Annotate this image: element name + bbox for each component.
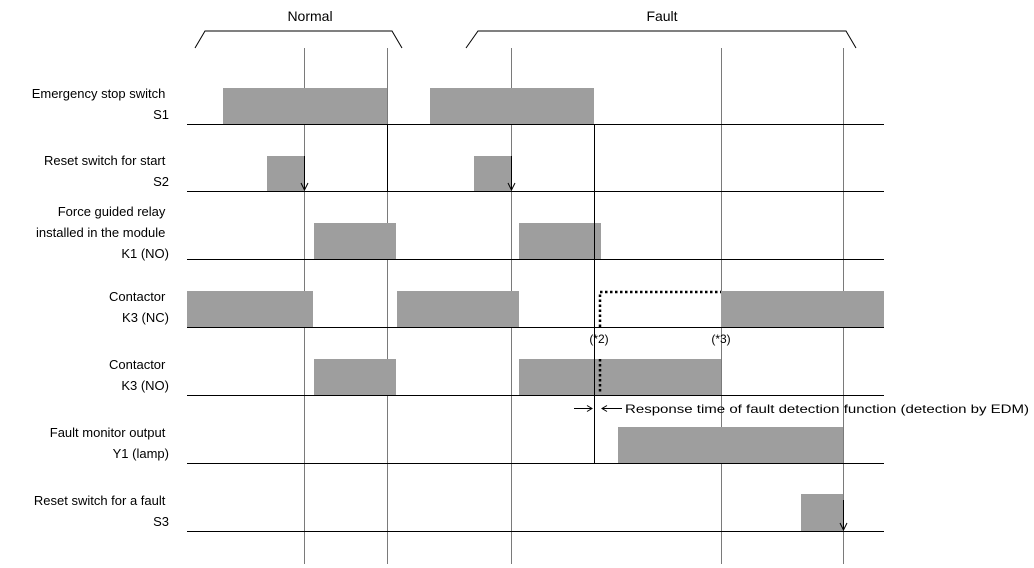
label-s2-line1: Reset switch for start: [44, 153, 166, 168]
arrow-s2-normal: [300, 156, 309, 192]
pulse-k3nc-initial: [187, 291, 313, 327]
dotted-k3nc-expected: [598, 290, 721, 327]
label-y1-line2: Y1 (lamp): [113, 446, 169, 461]
label-s1-line1: Emergency stop switch: [32, 86, 166, 101]
label-s2-line2: S2: [153, 174, 169, 189]
label-s3-line2: S3: [153, 514, 169, 529]
label-k3no-line2: K3 (NO): [121, 378, 169, 393]
pulses: [187, 88, 884, 531]
signal-labels: Emergency stop switch S1 Reset switch fo…: [32, 86, 169, 529]
pulse-k3no-fault: [519, 359, 721, 395]
label-s1: Emergency stop switch S1: [32, 86, 169, 122]
pulse-s2-normal: [267, 156, 304, 192]
label-k1-line2: installed in the module: [36, 225, 165, 240]
cause-lines: [387, 124, 595, 463]
label-y1-line1: Fault monitor output: [50, 425, 166, 440]
label-y1: Fault monitor output Y1 (lamp): [50, 425, 169, 461]
pulse-k1-normal: [314, 223, 396, 259]
label-k3nc-line2: K3 (NC): [122, 310, 169, 325]
fault-bracket: Fault: [465, 8, 857, 49]
response-time-label: Response time of fault detection functio…: [625, 402, 1029, 416]
note-2: (*2): [589, 332, 608, 346]
baselines: [187, 124, 884, 532]
label-k3nc-line1: Contactor: [109, 289, 166, 304]
label-k1-line3: K1 (NO): [121, 246, 169, 261]
label-k1-line1: Force guided relay: [58, 204, 166, 219]
arrow-s2-fault: [507, 156, 516, 192]
pulse-k3nc-middle: [397, 291, 519, 327]
pulse-k3no-normal: [314, 359, 396, 395]
pulse-s1-fault: [430, 88, 594, 125]
label-k3nc: Contactor K3 (NC): [109, 289, 169, 325]
label-k3no-line1: Contactor: [109, 357, 166, 372]
normal-header: Normal: [287, 8, 332, 24]
pulse-k1-fault: [519, 223, 601, 259]
arrows: [300, 156, 848, 532]
dotted-expected: [598, 290, 721, 394]
label-k1: Force guided relay installed in the modu…: [36, 204, 169, 261]
pulse-s2-fault: [474, 156, 511, 192]
label-s3: Reset switch for a fault S3: [34, 493, 169, 529]
label-s1-line2: S1: [153, 107, 169, 122]
arrow-s3-reset: [839, 500, 848, 532]
pulse-s1-normal: [223, 88, 387, 125]
normal-bracket: Normal: [194, 8, 403, 49]
label-s3-line1: Reset switch for a fault: [34, 493, 166, 508]
note-3: (*3): [711, 332, 730, 346]
label-k3no: Contactor K3 (NO): [109, 357, 169, 393]
response-time-marker: [574, 405, 622, 412]
pulse-s3-reset: [801, 494, 843, 531]
label-s2: Reset switch for start S2: [44, 153, 169, 189]
pulse-y1-fault: [618, 427, 843, 463]
fault-header: Fault: [646, 8, 677, 24]
pulse-k3nc-final: [721, 291, 884, 327]
